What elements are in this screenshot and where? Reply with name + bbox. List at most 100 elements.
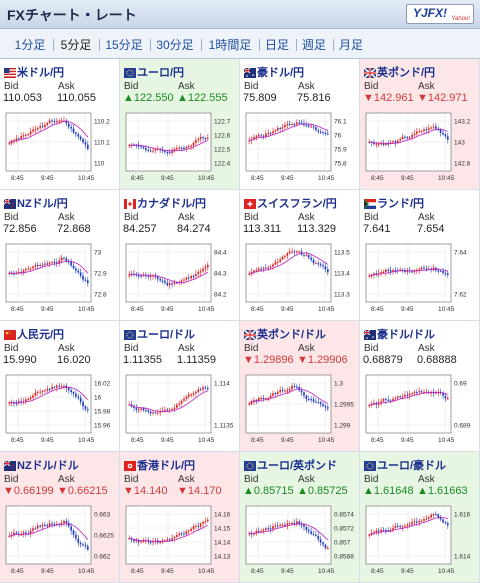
candle [70,526,72,531]
candlestick-chart[interactable]: 76.1 76 75.9 75.8 8:45 9:45 10:45 [243,109,356,186]
ask-value: ▲0.85725 [297,485,348,497]
candle [56,385,58,388]
pair-name[interactable]: カナダドル/円 [137,198,207,210]
candlestick-chart[interactable]: 113.5 113.4 113.3 8:45 9:45 10:45 [243,240,356,317]
candle [430,514,432,518]
x-tick-label: 8:45 [251,175,264,182]
candle [260,268,262,270]
y-tick-label: 0.8574 [334,512,354,519]
pair-name[interactable]: 英ポンド/ドル [257,329,327,341]
rate-card[interactable]: スイスフラン/円 Bid Ask 113.311 113.329 113.5 113.4 11… [240,190,360,321]
logo-sub: Yahoo! [451,16,470,22]
pair-name[interactable]: 人民元/円 [17,329,65,341]
candle [135,144,138,146]
rate-card[interactable]: 豪ドル/ドル Bid Ask 0.68879 0.68888 0.69 0.689 8:45 9… [360,321,480,452]
pair-name[interactable]: ユーロ/円 [137,67,185,79]
rate-card[interactable]: 英ポンド/ドル Bid Ask ▼1.29896 ▼1.29906 1.3 1.2995 1.… [240,321,360,452]
candle [411,271,413,273]
candle [192,393,195,395]
rate-card[interactable]: NZドル/円 Bid Ask 72.856 72.868 73 72.9 72.8 8:45 9:… [0,190,120,321]
candle [279,259,281,262]
tab-daily[interactable]: 日足 [264,38,289,52]
pair-name[interactable]: ユーロ/豪ドル [377,460,447,472]
candle [34,129,37,131]
ask-value: ▼0.66215 [57,485,108,497]
candle [183,147,185,149]
rate-card[interactable]: 英ポンド/円 Bid Ask ▼142.961 ▼142.971 143.2 143 142.… [360,59,480,190]
candle [382,399,385,401]
moving-average-line [9,260,89,274]
candlestick-chart[interactable]: 122.7 122.6 122.5 122.4 8:45 9:45 10:45 [123,109,236,186]
pair-name[interactable]: 香港ドル/円 [137,460,196,472]
candlestick-chart[interactable]: 1.616 1.614 8:45 9:45 10:45 [363,502,476,579]
candle [58,260,61,264]
ask-label: Ask [178,343,195,354]
tab-30min[interactable]: 30分足 [156,38,194,52]
hk-flag-icon [124,458,136,471]
candle [195,274,197,277]
bid-label: Bid [364,474,379,485]
candlestick-chart[interactable]: 110.2 110.1 110 8:45 9:45 10:45 [3,109,116,186]
candlestick-chart[interactable]: 0.8574 0.8572 0.857 0.8568 8:45 9:45 10:45 [243,502,356,579]
candlestick-chart[interactable]: 1.114 1.1135 8:45 9:45 10:45 [123,371,236,448]
pair-name[interactable]: ランド/円 [377,198,425,210]
candle [140,541,142,543]
pair-name[interactable]: ユーロ/ドル [137,329,196,341]
candle [326,269,329,273]
rate-card[interactable]: ユーロ/円 Bid Ask ▲122.550 ▲122.555 122.7 122.6 122… [120,59,240,190]
rate-card[interactable]: ユーロ/英ポンド Bid Ask ▲0.85715 ▲0.85725 0.8574 0.85… [240,452,360,583]
candle [319,402,322,405]
candle [135,407,138,410]
candle [197,389,200,392]
tab-monthly[interactable]: 月足 [338,38,363,52]
candlestick-chart[interactable]: 0.663 0.6625 0.662 8:45 9:45 10:45 [3,502,116,579]
yjfx-logo[interactable]: YJFX! Yahoo! [406,4,474,24]
tab-weekly[interactable]: 週足 [301,38,326,52]
rate-card[interactable]: ユーロ/ドル Bid Ask 1.11355 1.11359 1.114 1.1135 8:4… [120,321,240,452]
candlestick-chart[interactable]: 16.02 16 15.98 15.96 8:45 9:45 10:45 [3,371,116,448]
candle [15,532,18,534]
tab-15min[interactable]: 15分足 [105,38,143,52]
candlestick-chart[interactable]: 84.4 84.3 84.2 8:45 9:45 10:45 [123,240,236,317]
candle [389,142,392,144]
candle [312,533,315,535]
pair-name[interactable]: 米ドル/円 [17,67,65,79]
pair-name[interactable]: スイスフラン/円 [257,198,337,210]
candle [82,275,84,280]
x-tick-label: 8:45 [131,437,144,444]
candle [39,126,41,128]
pair-name[interactable]: 豪ドル/円 [257,67,305,79]
tab-5min[interactable]: 5分足 [60,38,92,52]
candlestick-chart[interactable]: 1.3 1.2995 1.299 8:45 9:45 10:45 [243,371,356,448]
pair-name[interactable]: NZドル/円 [17,198,68,210]
candle [180,533,183,535]
pair-name[interactable]: NZドル/ドル [17,460,79,472]
tab-1hour[interactable]: 1時間足 [208,38,252,52]
pair-name[interactable]: ユーロ/英ポンド [257,460,338,472]
candlestick-chart[interactable]: 73 72.9 72.8 8:45 9:45 10:45 [3,240,116,317]
candlestick-chart[interactable]: 14.16 14.15 14.14 14.13 8:45 9:45 10:45 [123,502,236,579]
rate-card[interactable]: カナダドル/円 Bid Ask 84.257 84.274 84.4 84.3 84.2 8:4… [120,190,240,321]
pair-name[interactable]: 英ポンド/円 [377,67,436,79]
pair-name[interactable]: 豪ドル/ドル [377,329,436,341]
candle [44,390,46,392]
candlestick-chart[interactable]: 0.69 0.689 8:45 9:45 10:45 [363,371,476,448]
y-tick-label: 113.5 [334,250,350,257]
candle [255,270,258,272]
candle [312,259,315,264]
rate-card[interactable]: ユーロ/豪ドル Bid Ask ▲1.61648 ▲1.61663 1.616 1.614 8… [360,452,480,583]
candle [411,522,413,525]
candle [8,272,11,274]
rate-card[interactable]: 人民元/円 Bid Ask 15.990 16.020 16.02 16 15.98 15.96… [0,321,120,452]
candle [56,120,58,122]
candlestick-chart[interactable]: 7.64 7.62 8:45 9:45 10:45 [363,240,476,317]
rate-card[interactable]: 香港ドル/円 Bid Ask ▼14.140 ▼14.170 14.16 14.15 14.1… [120,452,240,583]
candle [288,124,291,126]
rate-card[interactable]: ランド/円 Bid Ask 7.641 7.654 7.64 7.62 8:45 9:45 10:… [360,190,480,321]
ask-value: 84.274 [177,223,211,235]
candlestick-chart[interactable]: 143.2 143 142.8 8:45 9:45 10:45 [363,109,476,186]
rate-card[interactable]: 米ドル/円 Bid Ask 110.053 110.055 110.2 110.1 110 8:… [0,59,120,190]
rate-card[interactable]: 豪ドル/円 Bid Ask 75.809 75.816 76.1 76 75.9 75.8 8:4… [240,59,360,190]
tab-1min[interactable]: 1分足 [14,38,46,52]
rate-card[interactable]: NZドル/ドル Bid Ask ▼0.66199 ▼0.66215 0.663 0.6625… [0,452,120,583]
